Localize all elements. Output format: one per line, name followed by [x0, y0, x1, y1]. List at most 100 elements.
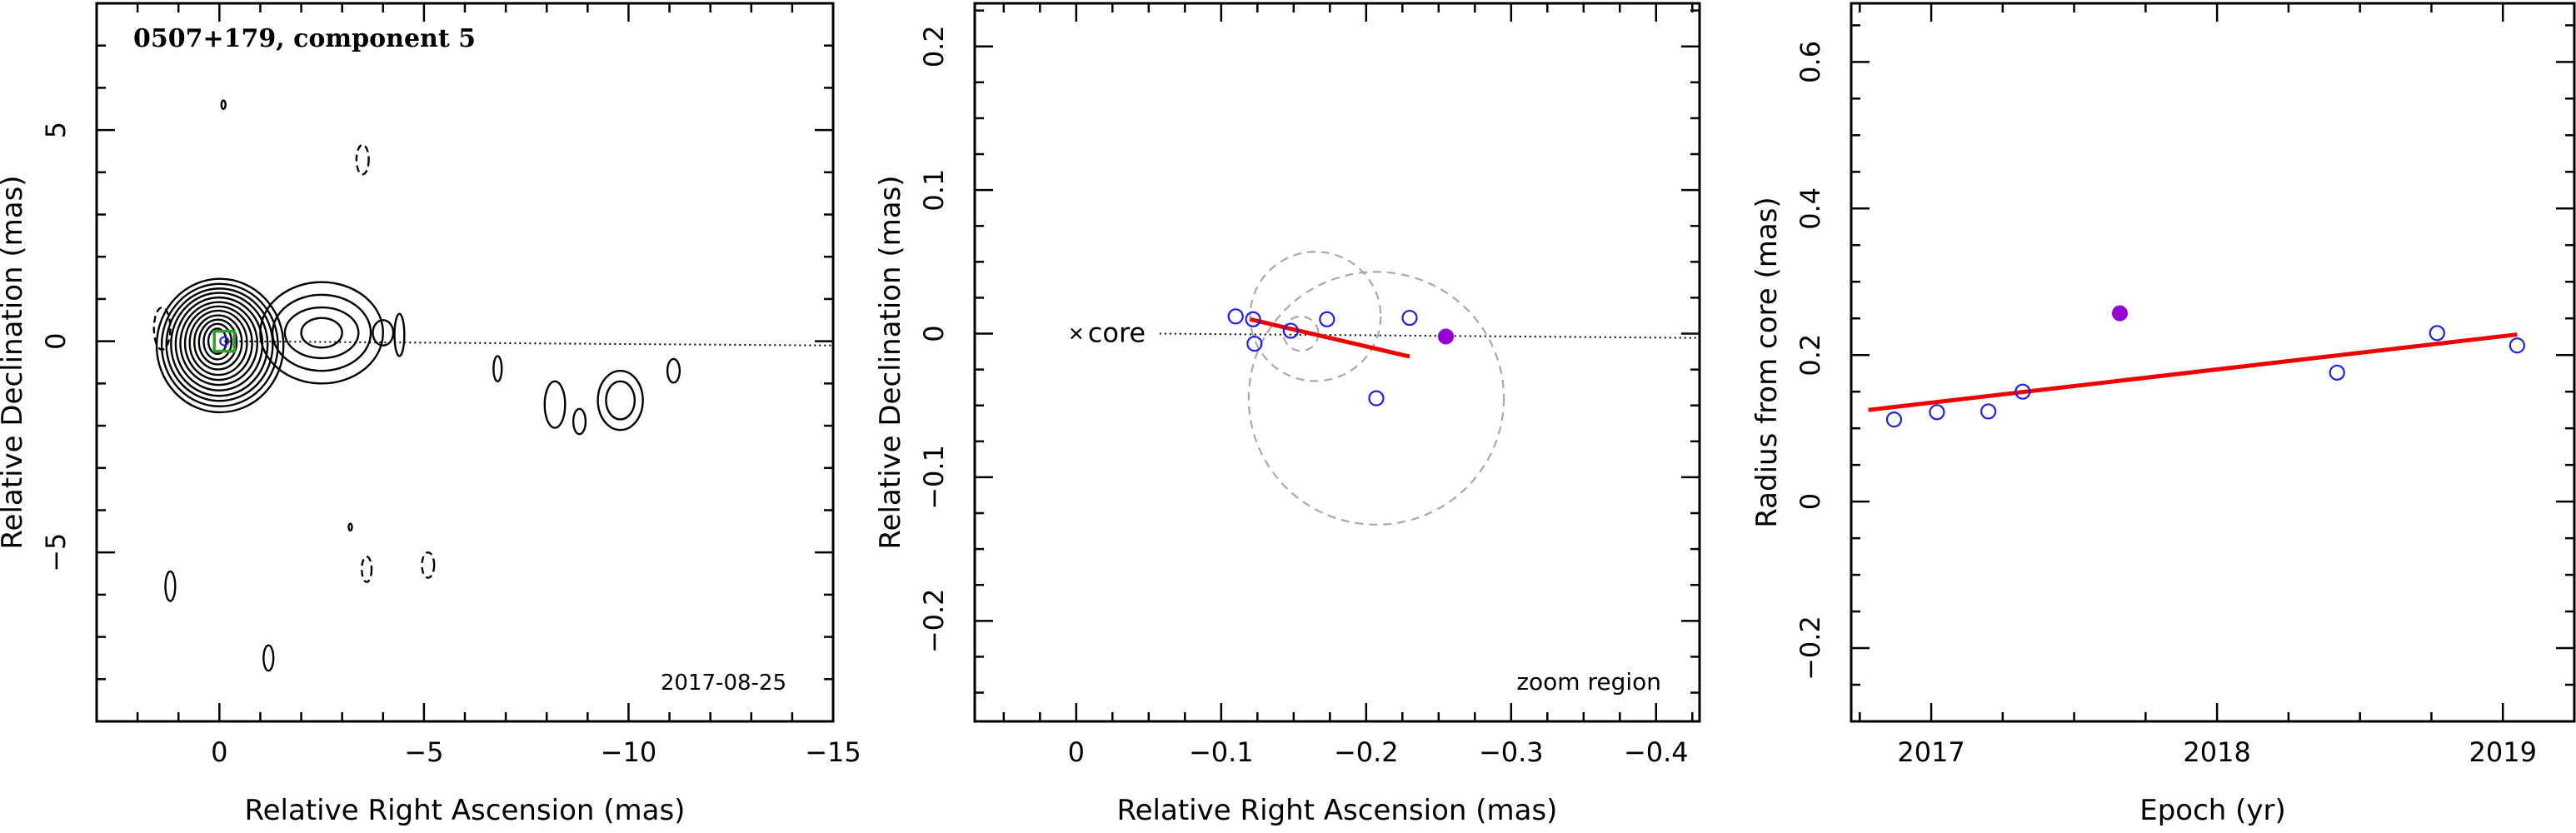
data-point [2509, 337, 2525, 354]
panel3-frame [1850, 2, 2576, 723]
data-point [1885, 412, 1903, 428]
panel3-x-axis-label: Epoch (yr) [2139, 794, 2286, 827]
data-point [1245, 311, 1261, 327]
knot-contour [300, 317, 343, 349]
jet-axis-line [1159, 332, 1700, 339]
solid-contour [393, 312, 406, 357]
fit-line [1868, 332, 2518, 412]
data-point [1227, 308, 1244, 325]
core-position [219, 336, 230, 347]
core-contour [155, 277, 285, 414]
data-point [1368, 390, 1385, 407]
panel1-y-tick-label: −5 [40, 533, 72, 572]
data-point [2329, 364, 2345, 381]
panel1-y-axis-label: Relative Declination (mas) [0, 175, 29, 549]
core-contour [170, 292, 269, 397]
panel1-frame [95, 2, 835, 723]
panel2-y-tick-label: 0.2 [918, 25, 950, 67]
panel2-x-tick-label: −0.1 [1189, 736, 1254, 768]
panel2-y-axis-label: Relative Declination (mas) [874, 175, 907, 549]
current-epoch-point [1438, 328, 1454, 345]
panel2-ticks: 0 −0.1 −0.2 −0.3 −0.4 0.2 0.1 0 −0.1 −0.2 [918, 3, 1700, 768]
panel3-x-tick-label: 2017 [1897, 736, 1964, 768]
panel1-x-tick-label: −5 [404, 736, 443, 768]
core-contour [207, 327, 227, 356]
panel2-y-tick-label: 0 [918, 325, 950, 342]
panel3-x-tick-label: 2019 [2469, 736, 2537, 768]
current-epoch-point [2111, 305, 2128, 322]
negative-contour [421, 551, 436, 579]
panel1-y-tick-label: 5 [40, 122, 72, 138]
fit-line [1250, 317, 1410, 359]
core-contour [193, 314, 243, 371]
panel3-x-tick-label: 2018 [2183, 736, 2250, 768]
panel3-plot-area [1868, 305, 2525, 428]
solid-contour [262, 644, 275, 672]
negative-contour [361, 556, 373, 583]
panel2-x-tick-label: −0.4 [1624, 736, 1689, 768]
core-contour [202, 322, 233, 361]
solid-contour [164, 570, 177, 602]
negative-contour [152, 306, 172, 351]
panel2-y-tick-label: 0.1 [918, 169, 950, 212]
panel3-y-tick-label: −0.2 [1795, 616, 1826, 681]
panel2-y-tick-label: −0.1 [918, 445, 950, 510]
core-cross-marker [1071, 327, 1082, 340]
panel2-frame [973, 2, 1701, 723]
core-contour [183, 305, 253, 382]
data-point [1980, 403, 1997, 420]
solid-contour [220, 99, 227, 110]
panel3-y-tick-label: 0.6 [1795, 41, 1826, 83]
core-contour [188, 309, 248, 377]
data-point [1246, 335, 1263, 352]
knot-contour [283, 306, 360, 360]
panel-contour-map: 0 −5 −10 −15 5 0 −5 0507+179, component 5 2017… [0, 2, 861, 827]
panel1-date-label: 2017-08-25 [661, 671, 786, 696]
panel2-plot-area [1071, 251, 1700, 526]
component-size-ellipse [1249, 251, 1382, 382]
panel1-x-tick-label: 0 [211, 736, 227, 768]
panel2-x-tick-label: 0 [1068, 736, 1085, 768]
panel1-plot-area [152, 99, 833, 672]
panel-zoom-region: 0 −0.1 −0.2 −0.3 −0.4 0.2 0.1 0 −0.1 −0.2 zoom re… [874, 2, 1701, 827]
negative-contour [355, 143, 370, 176]
solid-contour [372, 319, 395, 347]
data-point [1401, 309, 1418, 327]
solid-contour [597, 369, 644, 431]
panel2-core-label: core [1088, 317, 1146, 349]
core-marker [212, 329, 236, 353]
panel1-x-tick-label: −15 [805, 736, 861, 768]
core-contour [197, 318, 238, 366]
jet-axis-line [219, 340, 833, 347]
panel1-x-axis-label: Relative Right Ascension (mas) [245, 794, 686, 827]
solid-contour [666, 357, 681, 384]
knot-contour [259, 281, 384, 385]
panel2-x-tick-label: −0.2 [1334, 736, 1399, 768]
knot-contour [271, 293, 372, 372]
solid-contour [543, 380, 567, 429]
solid-contour [347, 522, 353, 532]
panel2-x-axis-label: Relative Right Ascension (mas) [1117, 794, 1558, 827]
data-point [2014, 383, 2031, 400]
solid-contour [572, 407, 587, 436]
panel2-x-tick-label: −0.3 [1479, 736, 1544, 768]
solid-contour [492, 355, 503, 383]
panel1-title: 0507+179, component 5 [133, 24, 476, 53]
panel1-y-tick-label: 0 [40, 332, 72, 349]
core-contour [179, 301, 259, 387]
panel3-y-tick-label: 0.4 [1795, 187, 1826, 230]
panel3-y-tick-label: 0 [1795, 493, 1826, 510]
panel3-ticks: 2017 2018 2019 0.6 0.4 0.2 0 −0.2 [1795, 3, 2576, 768]
core-contour [160, 282, 279, 408]
solid-contour [605, 380, 637, 421]
panel1-ticks: 0 −5 −10 −15 5 0 −5 [40, 2, 861, 768]
panel-radius-vs-epoch: 2017 2018 2019 0.6 0.4 0.2 0 −0.2 Epoch (yr) Ra… [1750, 2, 2576, 827]
panel2-annotation: zoom region [1516, 668, 1661, 696]
component-size-ellipse [1247, 271, 1505, 526]
data-point [1282, 322, 1299, 339]
data-point [2429, 325, 2445, 342]
data-point [1319, 311, 1335, 327]
panel3-y-axis-label: Radius from core (mas) [1750, 197, 1784, 527]
panel3-y-tick-label: 0.2 [1795, 334, 1826, 377]
